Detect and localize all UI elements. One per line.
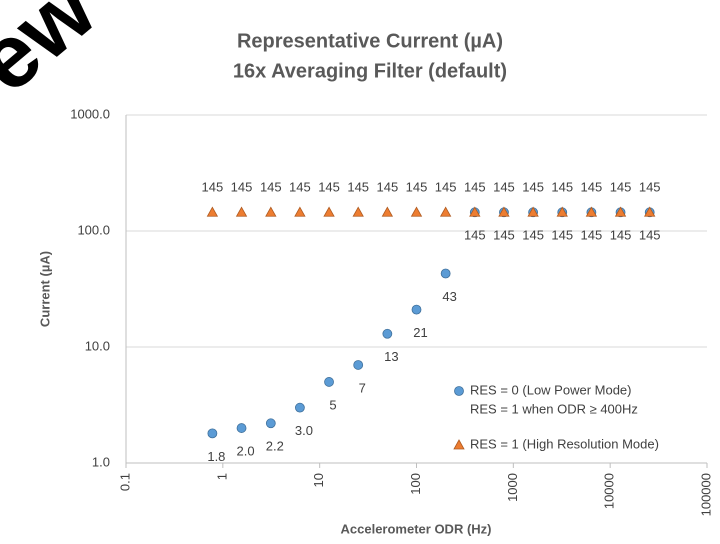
data-label: 145 [464,228,486,243]
legend-label: RES = 1 (High Resolution Mode) [470,436,659,451]
data-label: 145 [610,228,632,243]
circle-marker [454,386,464,396]
data-label: 145 [639,180,661,195]
y-tick-label: 1000.0 [70,106,110,121]
circle-marker [236,423,247,433]
triangle-marker [498,206,510,217]
triangle-marker [206,206,219,217]
data-label: 145 [260,180,282,195]
x-tick-label: 100000 [698,473,713,516]
data-label: 145 [376,180,398,195]
watermark: ew [0,0,115,112]
data-label: 3.0 [295,423,313,438]
chart-title: Representative Current (µA) [237,30,503,52]
data-label: 145 [581,180,603,195]
legend-note: RES = 1 when ODR ≥ 400Hz [470,401,638,416]
circle-marker [265,418,276,429]
triangle-marker [527,206,539,217]
triangle-marker [294,206,306,217]
y-tick-label: 10.0 [85,338,110,353]
triangle-marker [453,439,465,450]
data-label: 145 [522,180,544,195]
circle-marker [324,377,334,387]
circle-marker [207,428,218,439]
triangle-marker [410,206,423,217]
triangle-marker [585,206,598,217]
x-tick-label: 100 [408,473,423,495]
circle-marker [295,402,305,413]
x-tick-label: 1000 [505,473,520,502]
triangle-marker [323,206,335,217]
data-label: 145 [347,180,369,195]
data-label: 145 [522,228,544,243]
triangle-marker [352,206,364,217]
triangle-marker [265,206,277,217]
data-label: 43 [442,289,456,304]
triangle-marker [556,206,568,217]
circle-marker [411,304,422,315]
y-axis-title: Current (µA) [37,251,52,327]
data-label: 145 [551,228,573,243]
x-axis-title: Accelerometer ODR (Hz) [341,521,492,536]
triangle-marker [381,206,394,217]
x-tick-label: 10 [311,473,326,487]
data-label: 145 [318,180,340,195]
data-label: 1.8 [207,449,225,464]
data-label: 145 [493,180,515,195]
triangle-marker [439,206,452,217]
triangle-marker [644,206,656,217]
y-tick-label: 1.0 [92,454,110,469]
data-label: 5 [329,397,336,412]
data-label: 21 [413,325,427,340]
data-label: 145 [231,180,253,195]
data-label: 145 [581,228,603,243]
triangle-marker [469,206,481,217]
circle-marker [440,268,451,279]
legend-label: RES = 0 (Low Power Mode) [470,382,631,397]
data-label: 13 [384,349,398,364]
circle-marker [382,328,393,339]
circle-marker [353,360,364,370]
x-tick-label: 10000 [602,473,617,509]
data-label: 145 [202,180,224,195]
chart-subtitle: 16x Averaging Filter (default) [233,60,507,82]
y-tick-label: 100.0 [77,222,110,237]
triangle-marker [614,206,627,217]
data-label: 145 [551,180,573,195]
data-label: 145 [406,180,428,195]
data-label: 145 [289,180,311,195]
x-tick-label: 1 [214,473,229,480]
x-tick-label: 0.1 [117,473,132,491]
data-label: 2.0 [236,444,254,459]
data-label: 7 [359,380,366,395]
data-label: 145 [610,180,632,195]
data-label: 145 [464,180,486,195]
data-label: 145 [435,180,457,195]
triangle-marker [235,206,248,217]
data-label: 145 [639,228,661,243]
data-label: 2.2 [266,439,284,454]
data-label: 145 [493,228,515,243]
